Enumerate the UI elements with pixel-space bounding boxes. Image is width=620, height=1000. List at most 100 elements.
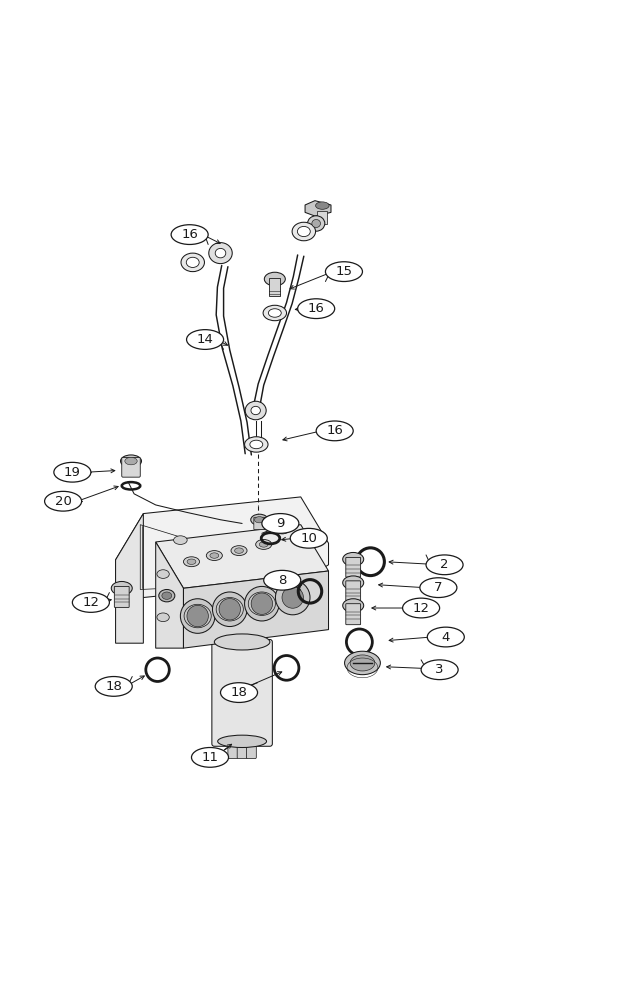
FancyBboxPatch shape — [346, 604, 361, 625]
Circle shape — [244, 586, 279, 621]
Polygon shape — [115, 514, 143, 643]
Ellipse shape — [157, 570, 169, 578]
FancyBboxPatch shape — [269, 278, 280, 296]
Text: 3: 3 — [435, 663, 444, 676]
Ellipse shape — [218, 735, 267, 748]
FancyBboxPatch shape — [228, 743, 238, 759]
Text: 4: 4 — [441, 631, 450, 644]
Ellipse shape — [251, 406, 260, 415]
Ellipse shape — [174, 536, 187, 544]
Ellipse shape — [210, 553, 219, 558]
Ellipse shape — [264, 272, 285, 286]
Ellipse shape — [326, 262, 363, 282]
FancyBboxPatch shape — [246, 743, 256, 759]
Ellipse shape — [95, 677, 132, 696]
Ellipse shape — [308, 216, 325, 231]
Polygon shape — [184, 571, 329, 648]
Text: 8: 8 — [278, 574, 286, 587]
Text: 16: 16 — [181, 228, 198, 241]
Ellipse shape — [206, 551, 223, 560]
FancyBboxPatch shape — [254, 517, 265, 530]
Polygon shape — [156, 542, 184, 648]
FancyBboxPatch shape — [317, 211, 327, 224]
Ellipse shape — [157, 613, 169, 622]
Ellipse shape — [292, 222, 316, 241]
Polygon shape — [156, 525, 329, 588]
FancyBboxPatch shape — [237, 743, 247, 759]
Ellipse shape — [171, 225, 208, 244]
FancyBboxPatch shape — [346, 581, 361, 601]
Polygon shape — [305, 201, 331, 216]
Circle shape — [251, 593, 273, 614]
Ellipse shape — [73, 593, 109, 612]
Text: 10: 10 — [300, 532, 317, 545]
Ellipse shape — [215, 248, 226, 258]
Text: 20: 20 — [55, 495, 71, 508]
Circle shape — [180, 599, 215, 633]
Text: 7: 7 — [434, 581, 443, 594]
Ellipse shape — [54, 462, 91, 482]
Ellipse shape — [262, 514, 299, 533]
FancyBboxPatch shape — [122, 457, 140, 477]
Ellipse shape — [343, 552, 364, 566]
Text: 11: 11 — [202, 751, 218, 764]
Text: 9: 9 — [276, 517, 285, 530]
Circle shape — [187, 605, 208, 627]
Ellipse shape — [254, 517, 264, 523]
Text: 12: 12 — [82, 596, 99, 609]
Text: 12: 12 — [412, 602, 430, 615]
Text: 19: 19 — [64, 466, 81, 479]
Ellipse shape — [250, 514, 268, 525]
Ellipse shape — [111, 581, 132, 595]
FancyBboxPatch shape — [346, 557, 361, 577]
Ellipse shape — [427, 627, 464, 647]
FancyBboxPatch shape — [212, 639, 272, 746]
Text: 18: 18 — [105, 680, 122, 693]
Ellipse shape — [264, 570, 301, 590]
Ellipse shape — [250, 440, 263, 449]
Ellipse shape — [187, 559, 196, 564]
Ellipse shape — [345, 651, 380, 675]
Text: 2: 2 — [440, 558, 449, 571]
FancyBboxPatch shape — [114, 586, 129, 607]
Ellipse shape — [221, 683, 257, 702]
Text: 18: 18 — [231, 686, 247, 699]
Ellipse shape — [343, 599, 364, 612]
Ellipse shape — [350, 655, 375, 671]
Ellipse shape — [312, 219, 321, 227]
Ellipse shape — [402, 598, 440, 618]
Text: 16: 16 — [308, 302, 325, 315]
Ellipse shape — [244, 437, 268, 452]
Circle shape — [282, 587, 303, 608]
Ellipse shape — [45, 491, 82, 511]
Ellipse shape — [234, 548, 244, 553]
Ellipse shape — [187, 330, 224, 349]
Ellipse shape — [125, 457, 137, 465]
Ellipse shape — [245, 401, 266, 420]
Ellipse shape — [290, 528, 327, 548]
Ellipse shape — [343, 576, 364, 589]
Ellipse shape — [316, 421, 353, 441]
Ellipse shape — [298, 299, 335, 319]
Ellipse shape — [263, 305, 286, 321]
Text: 16: 16 — [326, 424, 343, 437]
Ellipse shape — [420, 578, 457, 598]
Ellipse shape — [186, 257, 199, 267]
Ellipse shape — [181, 253, 205, 272]
Ellipse shape — [255, 540, 272, 549]
Ellipse shape — [192, 748, 229, 767]
Circle shape — [213, 592, 247, 627]
Ellipse shape — [259, 542, 268, 547]
Ellipse shape — [316, 202, 329, 209]
Ellipse shape — [120, 455, 141, 467]
Text: 15: 15 — [335, 265, 352, 278]
Ellipse shape — [275, 525, 289, 534]
Circle shape — [275, 580, 310, 615]
Text: 14: 14 — [197, 333, 213, 346]
Ellipse shape — [209, 243, 232, 264]
Ellipse shape — [298, 226, 310, 237]
Ellipse shape — [159, 589, 175, 602]
Ellipse shape — [421, 660, 458, 680]
Ellipse shape — [162, 592, 172, 599]
Ellipse shape — [426, 555, 463, 575]
